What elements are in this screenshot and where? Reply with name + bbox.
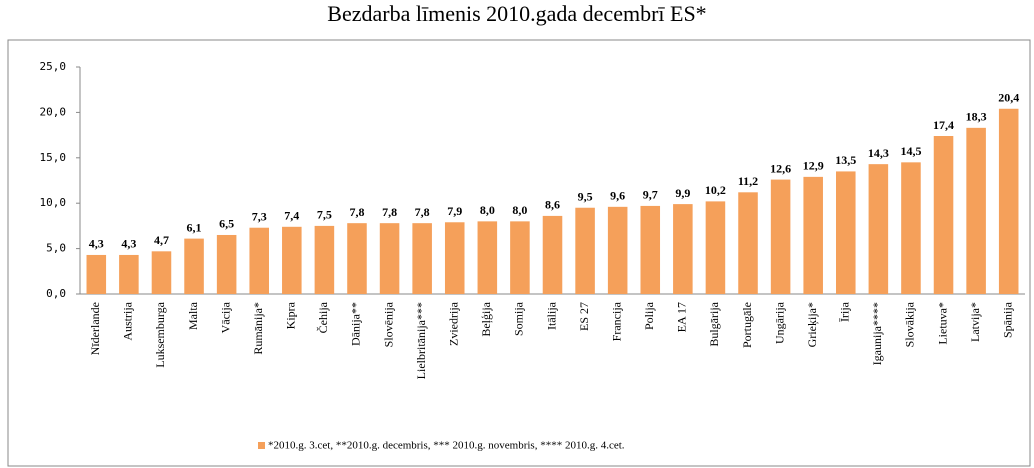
value-label: 8,0 bbox=[480, 203, 495, 217]
value-label: 14,3 bbox=[868, 146, 889, 160]
x-tick-label: Rumānija* bbox=[251, 302, 265, 355]
x-tick-label: Luksemburga bbox=[153, 301, 167, 367]
bar bbox=[314, 225, 335, 294]
bar bbox=[738, 192, 758, 294]
bar bbox=[607, 206, 628, 294]
bar bbox=[184, 238, 204, 294]
x-tick-label: Somija bbox=[512, 301, 526, 336]
x-tick-label: Čehija bbox=[316, 301, 330, 333]
bar bbox=[477, 221, 498, 294]
value-label: 11,2 bbox=[738, 174, 758, 188]
x-tick-label: Portugāle bbox=[740, 302, 754, 348]
value-label: 7,9 bbox=[447, 204, 462, 218]
x-tick-label: Zviedrija bbox=[446, 301, 460, 346]
y-tick-label: 15,0 bbox=[40, 151, 67, 164]
bar bbox=[770, 179, 791, 294]
value-label: 14,5 bbox=[900, 144, 921, 158]
x-tick-label: Bulgārija bbox=[707, 301, 721, 346]
value-label: 7,4 bbox=[284, 209, 299, 223]
x-tick-label: Īrija bbox=[838, 301, 852, 322]
x-tick-label: Dānija** bbox=[349, 302, 363, 346]
value-label: 4,3 bbox=[89, 237, 104, 251]
bar bbox=[249, 227, 269, 294]
y-tick-label: 0,0 bbox=[46, 287, 66, 300]
legend-label: *2010.g. 3.cet, **2010.g. decembris, ***… bbox=[268, 440, 625, 452]
bar bbox=[998, 108, 1019, 294]
value-label: 12,6 bbox=[770, 161, 791, 175]
bar bbox=[379, 223, 400, 294]
bar bbox=[542, 215, 563, 294]
x-tick-label: Beļģija bbox=[479, 301, 493, 336]
bar bbox=[640, 205, 661, 294]
bar bbox=[575, 207, 595, 294]
value-label: 18,3 bbox=[966, 110, 987, 124]
value-label: 9,5 bbox=[578, 189, 593, 203]
y-tick-label: 20,0 bbox=[40, 105, 67, 118]
bar bbox=[836, 171, 856, 294]
x-tick-label: Francija bbox=[609, 301, 623, 341]
value-label: 13,5 bbox=[835, 153, 856, 167]
chart-title: Bezdarba līmenis 2010.gada decembrī ES* bbox=[327, 1, 706, 26]
x-tick-label: Ungārija bbox=[772, 301, 786, 344]
value-label: 17,4 bbox=[933, 118, 954, 132]
x-tick-label: Lielbritānija*** bbox=[414, 302, 428, 379]
bar bbox=[933, 136, 954, 294]
bar bbox=[444, 222, 465, 294]
x-tick-label: Nīderlande bbox=[88, 302, 102, 355]
value-label: 7,3 bbox=[252, 209, 267, 223]
y-tick-label: 25,0 bbox=[40, 60, 67, 73]
value-label: 12,9 bbox=[803, 159, 824, 173]
x-tick-label: Slovēnija bbox=[381, 301, 395, 347]
bar bbox=[803, 176, 823, 294]
bar bbox=[868, 164, 889, 294]
bar bbox=[86, 254, 107, 294]
bar bbox=[119, 254, 139, 294]
value-label: 4,3 bbox=[121, 237, 136, 251]
y-tick-label: 5,0 bbox=[46, 242, 66, 255]
value-label: 7,8 bbox=[415, 205, 430, 219]
value-label: 8,6 bbox=[545, 198, 560, 212]
x-tick-label: Kipra bbox=[284, 301, 298, 329]
value-label: 20,4 bbox=[998, 91, 1019, 105]
bar bbox=[510, 221, 530, 294]
value-label: 6,1 bbox=[187, 220, 202, 234]
x-tick-label: Spānija bbox=[1000, 301, 1014, 338]
x-tick-label: Vācija bbox=[218, 301, 232, 333]
value-label: 7,8 bbox=[382, 205, 397, 219]
legend-swatch bbox=[258, 442, 265, 449]
value-label: 9,7 bbox=[643, 188, 658, 202]
value-label: 9,9 bbox=[675, 186, 690, 200]
value-label: 7,5 bbox=[317, 208, 332, 222]
bar bbox=[347, 223, 367, 294]
x-tick-label: Grieķija* bbox=[805, 302, 819, 347]
bar bbox=[966, 127, 986, 294]
value-label: 9,6 bbox=[610, 189, 625, 203]
x-tick-label: Slovākija bbox=[903, 301, 917, 347]
y-tick-label: 10,0 bbox=[40, 196, 67, 209]
bar bbox=[216, 234, 237, 294]
value-label: 4,7 bbox=[154, 233, 169, 247]
bar bbox=[412, 223, 432, 294]
value-label: 7,8 bbox=[349, 205, 364, 219]
x-tick-label: Igaunija**** bbox=[870, 302, 884, 365]
bar bbox=[282, 226, 302, 294]
bar bbox=[673, 204, 693, 294]
x-tick-label: ES 27 bbox=[577, 302, 591, 331]
x-tick-label: Malta bbox=[186, 301, 200, 330]
x-tick-label: Latvija* bbox=[968, 302, 982, 342]
value-label: 8,0 bbox=[512, 203, 527, 217]
x-tick-label: Polija bbox=[642, 301, 656, 330]
x-tick-label: Austrija bbox=[121, 301, 135, 340]
bar bbox=[705, 201, 726, 294]
x-tick-label: EA 17 bbox=[675, 302, 689, 332]
x-tick-label: Itālija bbox=[544, 301, 558, 330]
bar bbox=[901, 162, 921, 294]
value-label: 10,2 bbox=[705, 183, 726, 197]
chart-frame bbox=[7, 39, 1031, 467]
x-tick-label: Lietuva* bbox=[935, 302, 949, 345]
bar bbox=[151, 251, 172, 294]
value-label: 6,5 bbox=[219, 217, 234, 231]
